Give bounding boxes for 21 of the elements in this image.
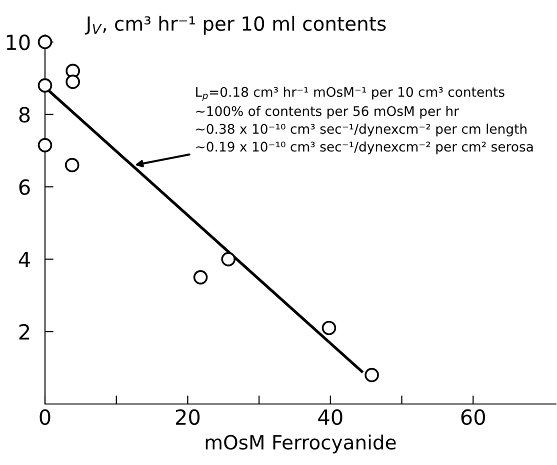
y-tick-label: 8 bbox=[19, 106, 30, 123]
annotation: L$_{p}$=0.18 cm³ hr⁻¹ mOsM⁻¹ per 10 cm³ contents ~100% of contents per 56 mOsM per hr ~0.38 x 10⁻¹⁰ cm³ sec⁻¹/dynexcm⁻² per cm length ~0.19 x 10⁻¹⁰ cm³ sec⁻¹/dynexcm⁻² per cm² serosa bbox=[196, 86, 533, 154]
point bbox=[221, 252, 236, 266]
y-tick-label: 2 bbox=[19, 324, 30, 340]
point bbox=[38, 138, 52, 152]
point bbox=[193, 270, 208, 284]
point bbox=[64, 158, 80, 172]
x-tick-label: 0 bbox=[40, 409, 50, 425]
point bbox=[322, 320, 336, 336]
x-tick-label: 40 bbox=[318, 409, 342, 425]
point bbox=[364, 368, 379, 382]
chart-title: J$_{V}$, cm³ hr⁻¹ per 10 ml contents bbox=[84, 16, 386, 35]
y-tick-label: 4 bbox=[18, 252, 30, 268]
point bbox=[38, 34, 52, 50]
x-tick-label: 60 bbox=[461, 409, 485, 425]
y-tick-label: 10 bbox=[6, 34, 30, 50]
point bbox=[38, 78, 52, 93]
x-axis-title: mOsM Ferrocyanide bbox=[206, 434, 396, 454]
y-tick-label: 6 bbox=[19, 179, 30, 196]
point bbox=[66, 74, 80, 89]
x-tick-label: 20 bbox=[176, 409, 200, 425]
